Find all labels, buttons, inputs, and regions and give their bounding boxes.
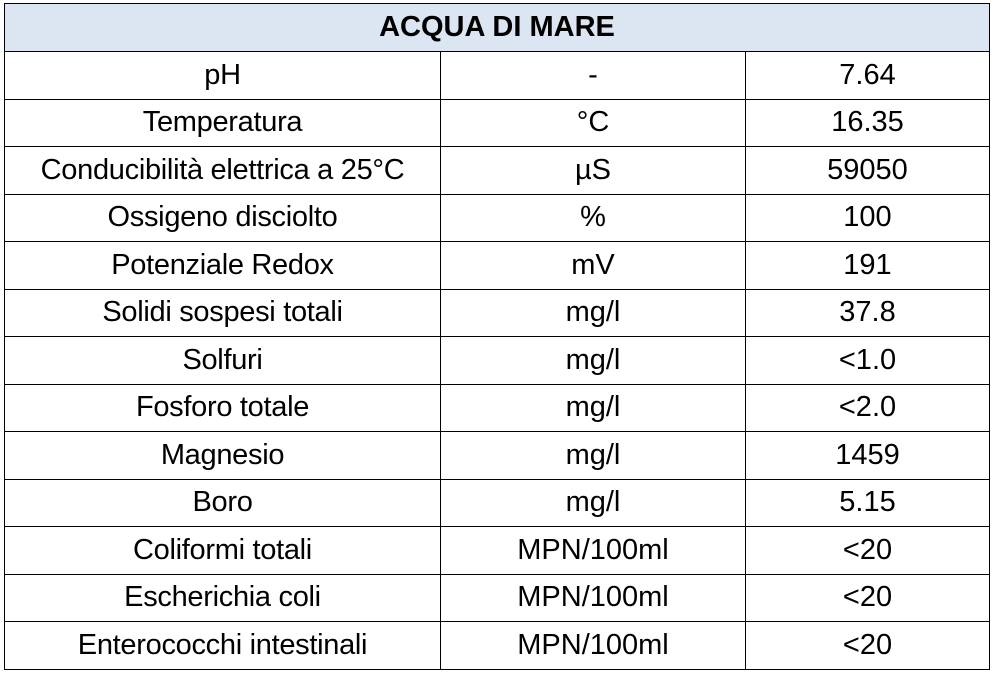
table-row: Ossigeno disciolto% 100 (4, 193, 990, 242)
table-row: pH -7.64 (4, 51, 990, 100)
table-title-row: ACQUA DI MARE (4, 3, 990, 52)
parameter-cell: Solidi sospesi totali (4, 288, 441, 337)
value-cell: <20 (745, 573, 990, 622)
value-cell: 191 (745, 241, 990, 290)
unit-cell: mV (440, 241, 746, 290)
table-title: ACQUA DI MARE (4, 3, 990, 52)
parameter-cell: Temperatura (4, 98, 441, 147)
table-row: Coliformi totali MPN/100ml <20 (4, 526, 990, 575)
value-cell: <2.0 (745, 383, 990, 432)
parameter-cell: Magnesio (4, 431, 441, 480)
parameter-cell: Fosforo totale (4, 383, 441, 432)
unit-cell: - (440, 51, 746, 100)
table-row: Fosforo totale mg/l <2.0 (4, 383, 990, 432)
unit-cell: mg/l (440, 478, 746, 527)
value-cell: 37.8 (745, 288, 990, 337)
table-body: pH -7.64 Temperatura °C 16.35 Conducibilità e… (4, 51, 990, 670)
parameter-cell: Conducibilità elettrica a 25°C (4, 146, 441, 195)
unit-cell: MPN/100ml (440, 573, 746, 622)
parameter-cell: Solfuri (4, 336, 441, 385)
value-cell: 5.15 (745, 478, 990, 527)
unit-cell: mg/l (440, 383, 746, 432)
water-analysis-table: ACQUA DI MARE pH -7.64 Temperatura °C 16.35 C… (4, 3, 990, 670)
table-row: Solfuri mg/l <1.0 (4, 336, 990, 385)
value-cell: <1.0 (745, 336, 990, 385)
unit-cell: mg/l (440, 288, 746, 337)
unit-cell: MPN/100ml (440, 526, 746, 575)
parameter-cell: Potenziale Redox (4, 241, 441, 290)
parameter-cell: Ossigeno disciolto (4, 193, 441, 242)
unit-cell: mg/l (440, 431, 746, 480)
value-cell: <20 (745, 621, 990, 670)
unit-cell: % (440, 193, 746, 242)
table-row: Conducibilità elettrica a 25°C µS 59050 (4, 146, 990, 195)
value-cell: <20 (745, 526, 990, 575)
value-cell: 16.35 (745, 98, 990, 147)
parameter-cell: Enterococchi intestinali (4, 621, 441, 670)
parameter-cell: Escherichia coli (4, 573, 441, 622)
table-row: Solidi sospesi totali mg/l 37.8 (4, 288, 990, 337)
table-row: Escherichia coli MPN/100ml <20 (4, 573, 990, 622)
unit-cell: µS (440, 146, 746, 195)
value-cell: 7.64 (745, 51, 990, 100)
unit-cell: mg/l (440, 336, 746, 385)
unit-cell: MPN/100ml (440, 621, 746, 670)
value-cell: 59050 (745, 146, 990, 195)
unit-cell: °C (440, 98, 746, 147)
value-cell: 100 (745, 193, 990, 242)
parameter-cell: pH (4, 51, 441, 100)
value-cell: 1459 (745, 431, 990, 480)
parameter-cell: Coliformi totali (4, 526, 441, 575)
table-row: Enterococchi intestinali MPN/100ml <20 (4, 621, 990, 670)
parameter-cell: Boro (4, 478, 441, 527)
table-row: Potenziale Redox mV 191 (4, 241, 990, 290)
table-row: Boro mg/l 5.15 (4, 478, 990, 527)
table-row: Magnesio mg/l 1459 (4, 431, 990, 480)
table-row: Temperatura °C 16.35 (4, 98, 990, 147)
